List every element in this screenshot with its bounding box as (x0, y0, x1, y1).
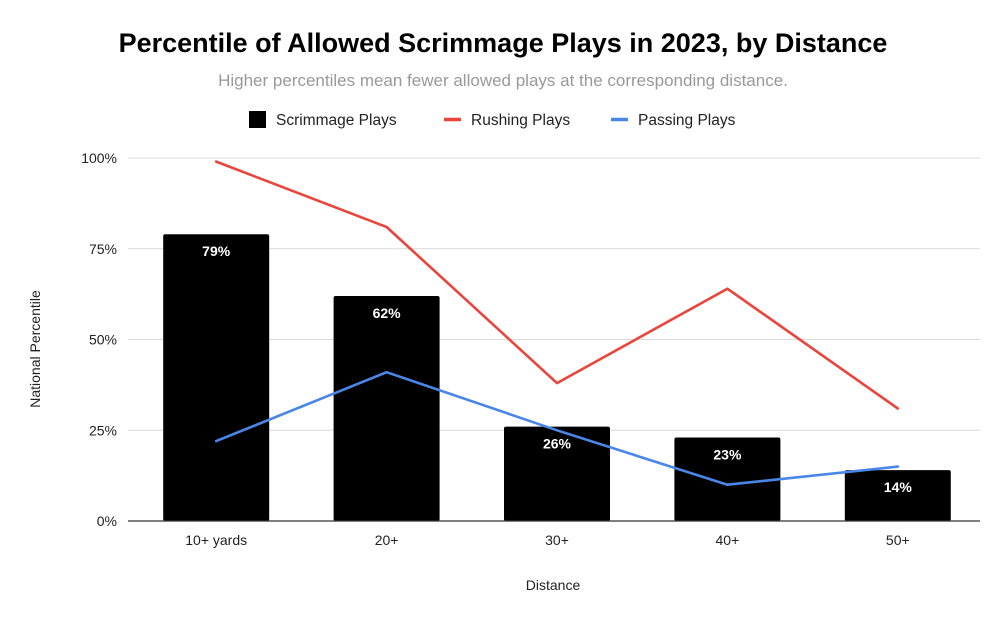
bar-data-labels: 79% 62% 26% 23% 14% (202, 243, 912, 495)
x-tick-label: 40+ (716, 532, 740, 548)
legend-swatch-scrimmage-plays (249, 111, 266, 128)
bar-50 (844, 470, 951, 521)
y-tick-label: 100% (81, 150, 117, 166)
y-axis-ticks: 0% 25% 50% 75% 100% (81, 150, 117, 529)
legend-label-passing-plays: Passing Plays (638, 112, 736, 129)
bar-data-label: 79% (202, 243, 231, 259)
bar-40 (674, 437, 781, 521)
x-tick-label: 50+ (886, 532, 910, 548)
line-rushing-plays (214, 160, 900, 410)
line-passing-plays (214, 370, 900, 487)
legend: Scrimmage Plays Rushing Plays Passing Play… (249, 111, 736, 129)
bar-data-label: 62% (373, 305, 402, 321)
y-tick-label: 0% (97, 513, 117, 529)
legend-label-scrimmage-plays: Scrimmage Plays (276, 112, 397, 129)
series-lines (214, 160, 900, 487)
x-axis-title: Distance (526, 577, 581, 593)
legend-label-rushing-plays: Rushing Plays (471, 112, 570, 129)
bar-data-label: 26% (543, 436, 572, 452)
bar-data-label: 14% (884, 479, 913, 495)
y-tick-label: 25% (89, 422, 117, 438)
chart-title: Percentile of Allowed Scrimmage Plays in… (119, 28, 888, 58)
x-tick-label: 10+ yards (185, 532, 247, 548)
bar-data-label: 23% (713, 447, 742, 463)
y-axis-title: National Percentile (27, 290, 43, 408)
x-tick-label: 30+ (545, 532, 569, 548)
y-tick-label: 50% (89, 332, 117, 348)
x-tick-label: 20+ (375, 532, 399, 548)
bar-20 (333, 295, 440, 521)
bar-30 (504, 426, 610, 521)
x-axis-ticks: 10+ yards 20+ 30+ 40+ 50+ (185, 532, 909, 548)
bars (163, 234, 951, 522)
bar-10-yards (163, 234, 270, 522)
chart-subtitle: Higher percentiles mean fewer allowed pl… (218, 71, 788, 90)
y-tick-label: 75% (89, 241, 117, 257)
